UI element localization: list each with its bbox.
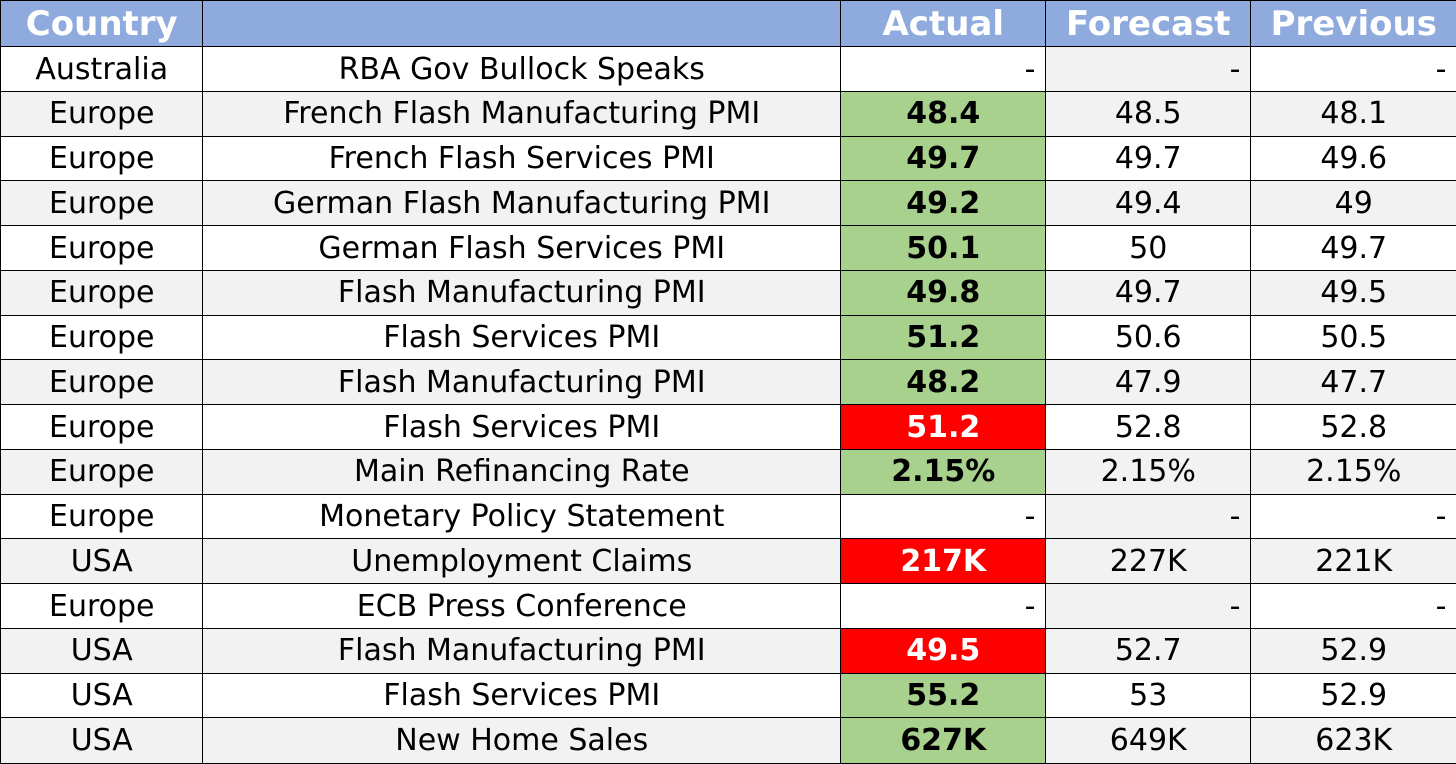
table-cell: 53 — [1045, 672, 1252, 719]
table-cell: 49 — [1250, 180, 1456, 227]
table-cell: Flash Services PMI — [202, 404, 842, 451]
table-cell: Europe — [0, 404, 204, 451]
table-cell: 227K — [1045, 538, 1252, 585]
table-cell: 49.7 — [1045, 269, 1252, 316]
table-cell: 2.15% — [1045, 448, 1252, 495]
table-cell: 52.9 — [1250, 672, 1456, 719]
table-cell: - — [1250, 583, 1456, 630]
table-cell: Flash Manufacturing PMI — [202, 269, 842, 316]
table-cell: 49.7 — [1250, 225, 1456, 272]
actual-cell: - — [840, 493, 1047, 540]
actual-cell: 49.5 — [840, 627, 1047, 674]
table-cell: USA — [0, 672, 204, 719]
table-cell: Europe — [0, 90, 204, 137]
header-cell: Actual — [840, 0, 1047, 48]
table-cell: French Flash Services PMI — [202, 135, 842, 182]
table-cell: Flash Services PMI — [202, 314, 842, 361]
table-cell: - — [1250, 493, 1456, 540]
actual-cell: 51.2 — [840, 314, 1047, 361]
table-cell: - — [1045, 46, 1252, 93]
table-cell: USA — [0, 538, 204, 585]
table-cell: 49.4 — [1045, 180, 1252, 227]
table-cell: Europe — [0, 493, 204, 540]
actual-cell: 217K — [840, 538, 1047, 585]
table-cell: 50 — [1045, 225, 1252, 272]
actual-cell: 49.7 — [840, 135, 1047, 182]
table-cell: 52.8 — [1045, 404, 1252, 451]
table-cell: Australia — [0, 46, 204, 93]
table-cell: Europe — [0, 314, 204, 361]
table-cell: Monetary Policy Statement — [202, 493, 842, 540]
table-cell: Flash Manufacturing PMI — [202, 627, 842, 674]
table-cell: 49.5 — [1250, 269, 1456, 316]
table-cell: 52.7 — [1045, 627, 1252, 674]
table-cell: 48.5 — [1045, 90, 1252, 137]
table-cell: - — [1045, 493, 1252, 540]
table-cell: RBA Gov Bullock Speaks — [202, 46, 842, 93]
table-cell: 47.9 — [1045, 359, 1252, 406]
table-cell: Unemployment Claims — [202, 538, 842, 585]
table-cell: Europe — [0, 583, 204, 630]
header-cell: Previous — [1250, 0, 1456, 48]
table-cell: 50.6 — [1045, 314, 1252, 361]
table-cell: Europe — [0, 269, 204, 316]
table-cell: Main Refinancing Rate — [202, 448, 842, 495]
table-cell: 221K — [1250, 538, 1456, 585]
table-cell: 49.6 — [1250, 135, 1456, 182]
table-cell: Flash Services PMI — [202, 672, 842, 719]
table-cell: - — [1045, 583, 1252, 630]
actual-cell: 2.15% — [840, 448, 1047, 495]
table-cell: USA — [0, 627, 204, 674]
header-cell: Country — [0, 0, 204, 48]
actual-cell: 48.4 — [840, 90, 1047, 137]
actual-cell: 51.2 — [840, 404, 1047, 451]
actual-cell: 55.2 — [840, 672, 1047, 719]
table-cell: German Flash Manufacturing PMI — [202, 180, 842, 227]
table-cell: Europe — [0, 225, 204, 272]
table-cell: Europe — [0, 448, 204, 495]
table-cell: 50.5 — [1250, 314, 1456, 361]
actual-cell: - — [840, 46, 1047, 93]
table-cell: French Flash Manufacturing PMI — [202, 90, 842, 137]
table-cell: New Home Sales — [202, 717, 842, 764]
actual-cell: 48.2 — [840, 359, 1047, 406]
table-cell: Europe — [0, 359, 204, 406]
table-cell: Europe — [0, 135, 204, 182]
table-cell: 47.7 — [1250, 359, 1456, 406]
table-cell: 2.15% — [1250, 448, 1456, 495]
table-cell: Europe — [0, 180, 204, 227]
table-cell: 623K — [1250, 717, 1456, 764]
table-cell: 52.9 — [1250, 627, 1456, 674]
actual-cell: - — [840, 583, 1047, 630]
actual-cell: 50.1 — [840, 225, 1047, 272]
header-cell — [202, 0, 842, 48]
table-cell: - — [1250, 46, 1456, 93]
table-cell: 49.7 — [1045, 135, 1252, 182]
actual-cell: 627K — [840, 717, 1047, 764]
table-cell: 48.1 — [1250, 90, 1456, 137]
actual-cell: 49.2 — [840, 180, 1047, 227]
table-cell: German Flash Services PMI — [202, 225, 842, 272]
table-cell: 649K — [1045, 717, 1252, 764]
table-cell: Flash Manufacturing PMI — [202, 359, 842, 406]
table-cell: USA — [0, 717, 204, 764]
header-cell: Forecast — [1045, 0, 1252, 48]
table-cell: ECB Press Conference — [202, 583, 842, 630]
actual-cell: 49.8 — [840, 269, 1047, 316]
table-cell: 52.8 — [1250, 404, 1456, 451]
